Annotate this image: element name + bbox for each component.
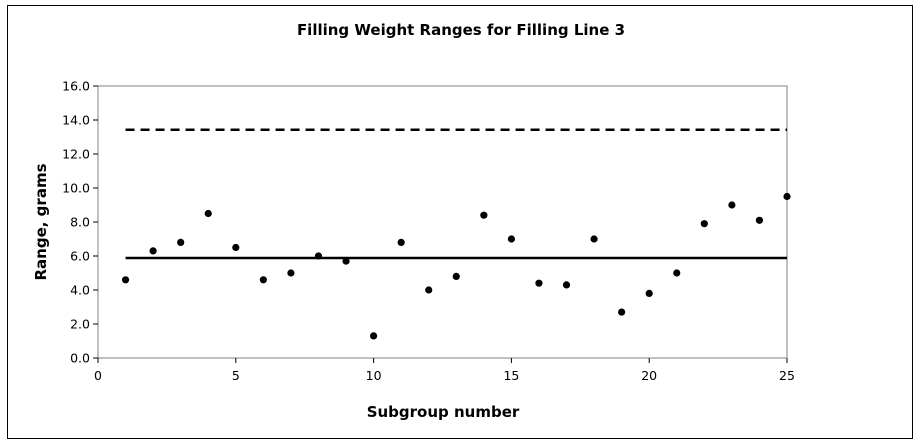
data-point [480, 211, 488, 219]
y-tick-label: 4.0 [70, 283, 90, 298]
data-point [287, 269, 295, 277]
y-tick-label: 2.0 [70, 317, 90, 332]
data-point [783, 192, 791, 201]
data-point [177, 238, 185, 246]
data-points [121, 192, 791, 340]
x-tick-label: 20 [641, 368, 657, 383]
y-tick-label: 12.0 [62, 147, 90, 162]
data-point [259, 276, 267, 284]
data-point [618, 308, 626, 316]
x-axis-title: Subgroup number [367, 403, 520, 421]
data-point [700, 220, 708, 228]
y-tick-label: 8.0 [70, 215, 90, 230]
y-tick-label: 6.0 [70, 249, 90, 264]
x-tick-label: 25 [779, 368, 795, 383]
data-point [452, 272, 460, 280]
data-point [370, 332, 378, 340]
data-point [673, 269, 681, 277]
data-point [314, 252, 323, 260]
data-point [590, 235, 598, 243]
chart-title: Filling Weight Ranges for Filling Line 3 [297, 21, 625, 39]
x-tick-label: 10 [366, 368, 382, 383]
x-axis: 0 5 10 15 20 25 [94, 358, 795, 383]
y-tick-label: 14.0 [62, 113, 90, 128]
x-tick-label: 0 [94, 368, 102, 383]
data-point [425, 286, 433, 294]
y-tick-label: 10.0 [62, 181, 90, 196]
data-point [645, 289, 653, 297]
data-point [728, 201, 736, 209]
data-point [232, 243, 240, 252]
data-point [755, 216, 764, 224]
x-tick-label: 15 [503, 368, 519, 383]
data-point [342, 257, 350, 265]
plot-area [97, 85, 788, 359]
y-axis: 0.0 2.0 4.0 6.0 8.0 10.0 12.0 14.0 16.0 [62, 79, 98, 366]
reference-lines [125, 128, 787, 260]
y-tick-label: 16.0 [62, 79, 90, 94]
data-point [562, 281, 571, 289]
y-tick-label: 0.0 [70, 351, 90, 366]
y-axis-title: Range, grams [32, 163, 50, 280]
data-point [204, 209, 212, 218]
data-point [149, 247, 157, 255]
data-point [397, 238, 405, 246]
data-point [507, 235, 515, 243]
x-tick-label: 5 [232, 368, 240, 383]
data-point [121, 276, 130, 284]
data-point [535, 279, 543, 287]
